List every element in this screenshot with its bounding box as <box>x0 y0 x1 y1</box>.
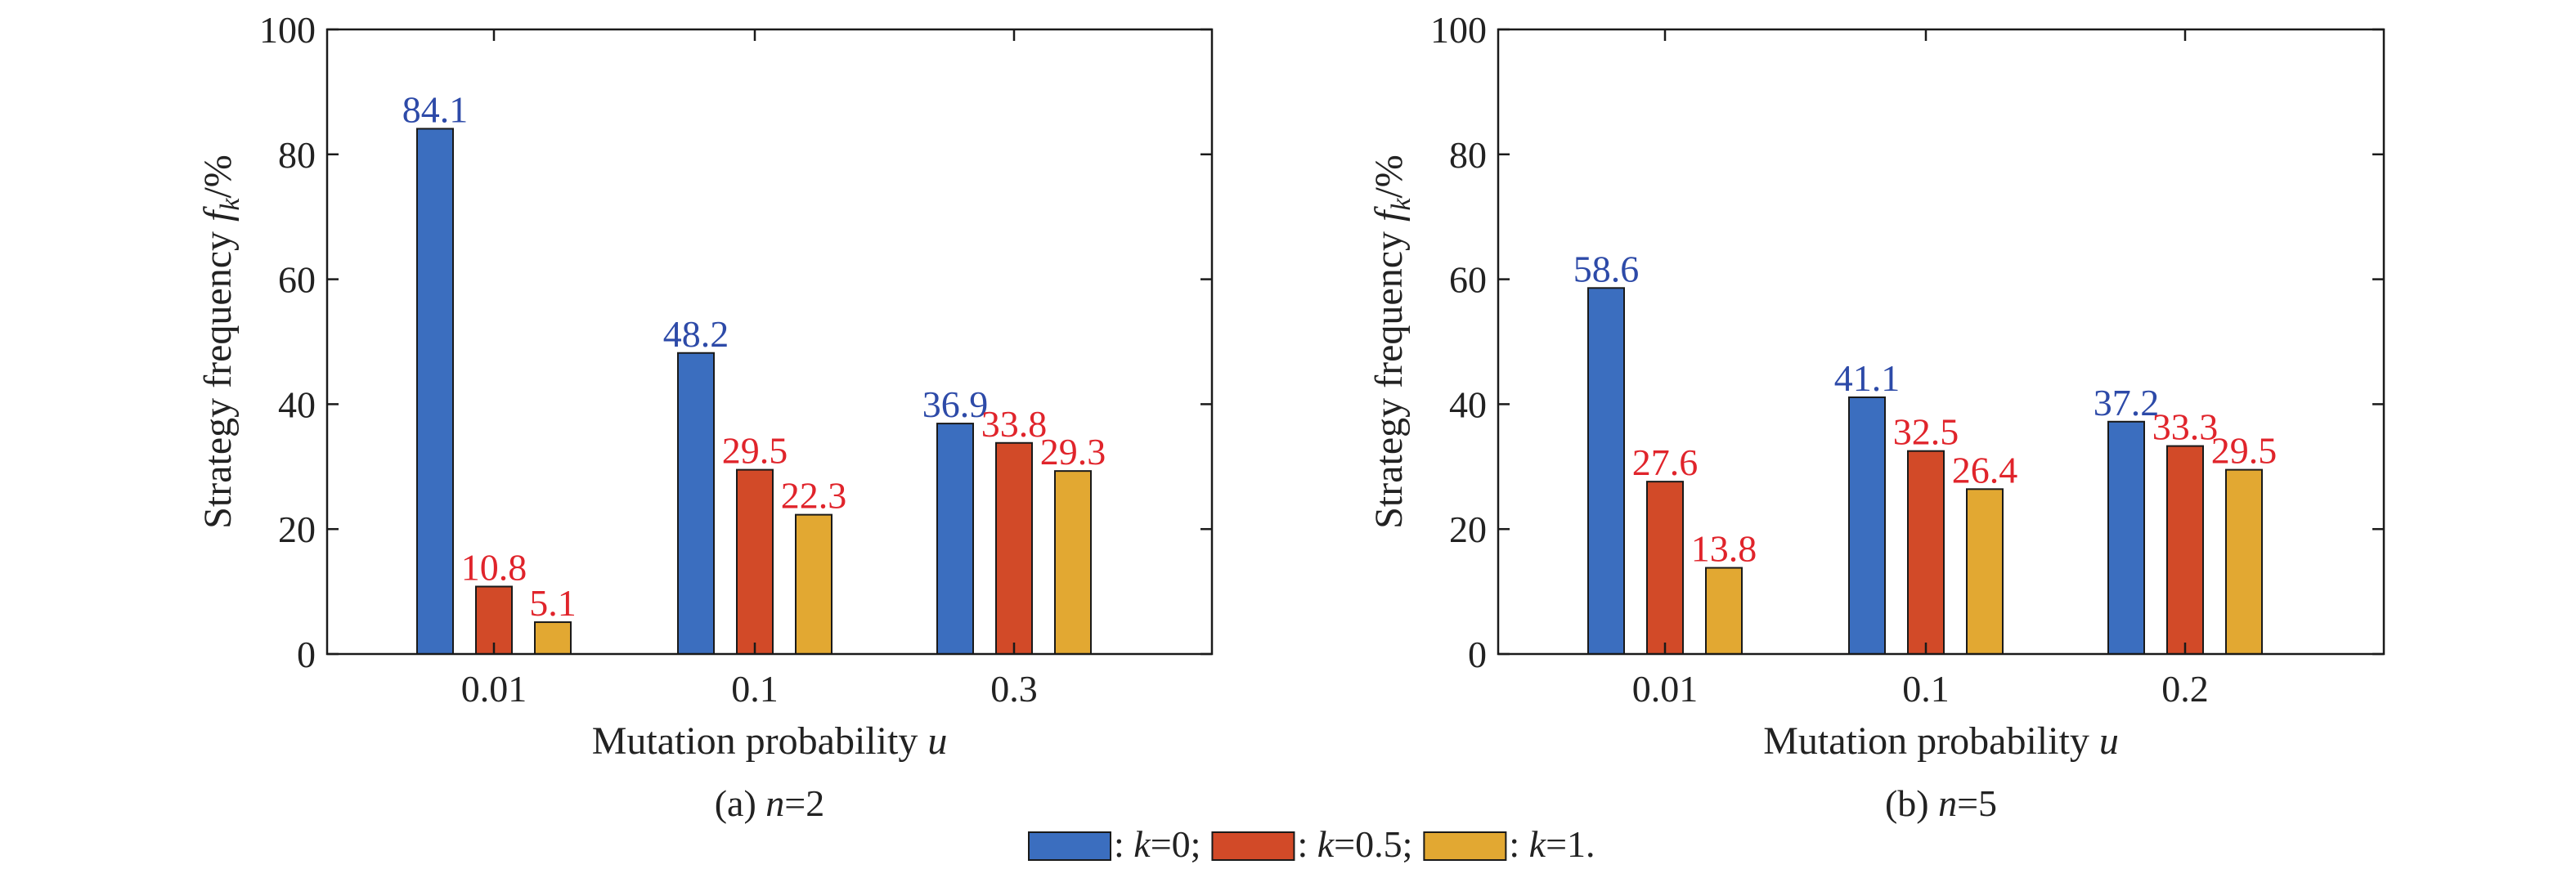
y-tick-label: 100 <box>259 9 316 51</box>
bar-0.2-series-2 <box>2225 468 2263 655</box>
bar-0.01-series-1 <box>1646 481 1684 655</box>
y-tick-label: 60 <box>1449 259 1487 301</box>
bar-0.1-series-2 <box>795 513 832 655</box>
data-label: 33.3 <box>2152 406 2219 448</box>
legend-label-2: : k=1. <box>1509 823 1595 865</box>
y-axis-label: Strategy frequency fk/% <box>196 155 245 529</box>
data-label: 84.1 <box>402 88 469 130</box>
data-label: 33.8 <box>981 403 1048 445</box>
x-tick-label: 0.3 <box>990 668 1038 710</box>
y-tick-label: 40 <box>1449 383 1487 425</box>
bar-0.01-series-0 <box>1587 287 1625 655</box>
data-label: 29.5 <box>722 430 788 472</box>
x-tick-label: 0.01 <box>461 668 527 710</box>
data-label: 36.9 <box>922 383 989 425</box>
data-label: 22.3 <box>781 475 847 517</box>
y-tick-label: 100 <box>1430 9 1487 51</box>
y-tick-label: 60 <box>278 259 316 301</box>
data-label: 10.8 <box>461 546 527 588</box>
data-label: 27.6 <box>1632 441 1699 483</box>
plot-frame <box>325 28 1214 656</box>
data-label: 29.3 <box>1040 431 1106 473</box>
legend-swatch-1 <box>1211 831 1295 861</box>
x-axis-label: Mutation probability u <box>1763 719 2119 763</box>
y-tick-label: 0 <box>1468 634 1487 675</box>
panel-caption: (b) n=5 <box>1885 782 1997 824</box>
y-tick-label: 20 <box>1449 508 1487 550</box>
data-label: 58.6 <box>1573 248 1640 289</box>
y-tick-label: 40 <box>278 383 316 425</box>
data-label: 26.4 <box>1952 449 2018 491</box>
data-label: 37.2 <box>2094 382 2160 423</box>
y-tick-label: 20 <box>278 508 316 550</box>
bar-0.3-series-0 <box>936 423 974 655</box>
x-tick-label: 0.2 <box>2161 668 2209 710</box>
bar-0.01-series-2 <box>534 621 572 656</box>
chart-panel-a: 84.1 48.2 36.9 10.8 29.5 33.8 5.1 22.3 29.3 0 20 40… <box>196 9 1214 824</box>
legend-swatch-2 <box>1423 831 1507 861</box>
x-tick-label: 0.1 <box>1902 668 1950 710</box>
bar-0.01-series-2 <box>1705 567 1743 655</box>
bar-0.1-series-0 <box>1848 396 1886 655</box>
y-tick-label: 0 <box>297 634 316 675</box>
bar-0.1-series-0 <box>677 352 715 655</box>
y-tick-label: 80 <box>1449 134 1487 176</box>
bar-0.1-series-1 <box>736 468 774 655</box>
legend-swatch-0 <box>1028 831 1111 861</box>
legend-label-1: : k=0.5; <box>1297 823 1412 865</box>
panel-caption: (a) n=2 <box>715 782 825 824</box>
y-axis-label: Strategy frequency fk/% <box>1367 155 1416 529</box>
x-tick-label: 0.01 <box>1632 668 1699 710</box>
legend: : k=0; : k=0.5; : k=1. <box>1028 823 1595 865</box>
bar-0.01-series-0 <box>416 128 454 655</box>
data-label: 5.1 <box>529 582 577 624</box>
y-tick-label: 80 <box>278 134 316 176</box>
bar-0.2-series-0 <box>2107 420 2145 655</box>
bar-0.2-series-1 <box>2166 445 2204 656</box>
x-tick-label: 0.1 <box>731 668 779 710</box>
bar-0.3-series-1 <box>995 441 1033 655</box>
legend-label-0: : k=0; <box>1114 823 1200 865</box>
plot-frame <box>1497 28 2385 656</box>
bar-0.1-series-2 <box>1966 488 2004 656</box>
data-label: 29.5 <box>2211 430 2278 472</box>
bar-0.3-series-2 <box>1054 470 1092 656</box>
bar-0.1-series-1 <box>1907 450 1945 656</box>
x-axis-label: Mutation probability u <box>592 719 948 763</box>
data-label: 32.5 <box>1893 411 1959 453</box>
chart-panel-b: 58.6 41.1 37.2 27.6 32.5 33.3 13.8 26.4 29.5 0 20 4… <box>1367 9 2385 824</box>
data-label: 48.2 <box>663 313 729 355</box>
data-label: 41.1 <box>1834 357 1901 399</box>
data-label: 13.8 <box>1691 528 1757 570</box>
